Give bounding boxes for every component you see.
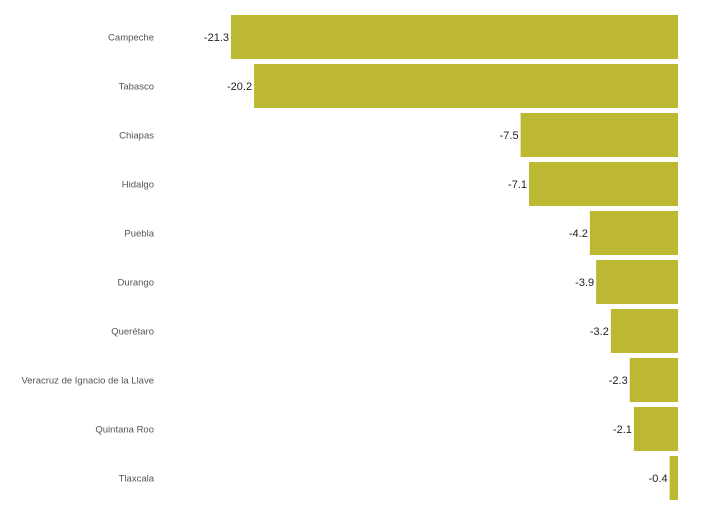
value-label: -20.2: [227, 81, 252, 93]
bar-chiapas: [520, 113, 678, 157]
value-label: -2.3: [609, 375, 628, 387]
category-label: Tabasco: [119, 82, 154, 93]
bar-puebla: [589, 211, 678, 255]
category-label: Veracruz de Ignacio de la Llave: [21, 376, 154, 387]
bar-tlaxcala: [669, 456, 678, 500]
value-label: -21.3: [204, 32, 229, 44]
bar-veracruz-de-ignacio-de-la-llave: [629, 358, 678, 402]
value-label: -2.1: [613, 424, 632, 436]
category-label: Quintana Roo: [95, 425, 154, 436]
bar-hidalgo: [529, 162, 678, 206]
value-label: -7.1: [508, 179, 527, 191]
value-label: -3.2: [590, 326, 609, 338]
category-label: Hidalgo: [122, 180, 154, 191]
bar-campeche: [231, 15, 678, 59]
value-label: -3.9: [575, 277, 594, 289]
value-label: -4.2: [569, 228, 588, 240]
category-label: Durango: [118, 278, 154, 289]
bar-tabasco: [254, 64, 678, 108]
bar-quintana-roo: [633, 407, 678, 451]
category-label: Campeche: [108, 33, 154, 44]
category-label: Tlaxcala: [119, 474, 155, 485]
bar-durango: [596, 260, 678, 304]
value-label: -7.5: [500, 130, 519, 142]
category-label: Querétaro: [111, 327, 154, 338]
category-label: Chiapas: [119, 131, 154, 142]
bar-quer-taro: [610, 309, 678, 353]
category-label: Puebla: [124, 229, 154, 240]
value-label: -0.4: [649, 473, 668, 485]
